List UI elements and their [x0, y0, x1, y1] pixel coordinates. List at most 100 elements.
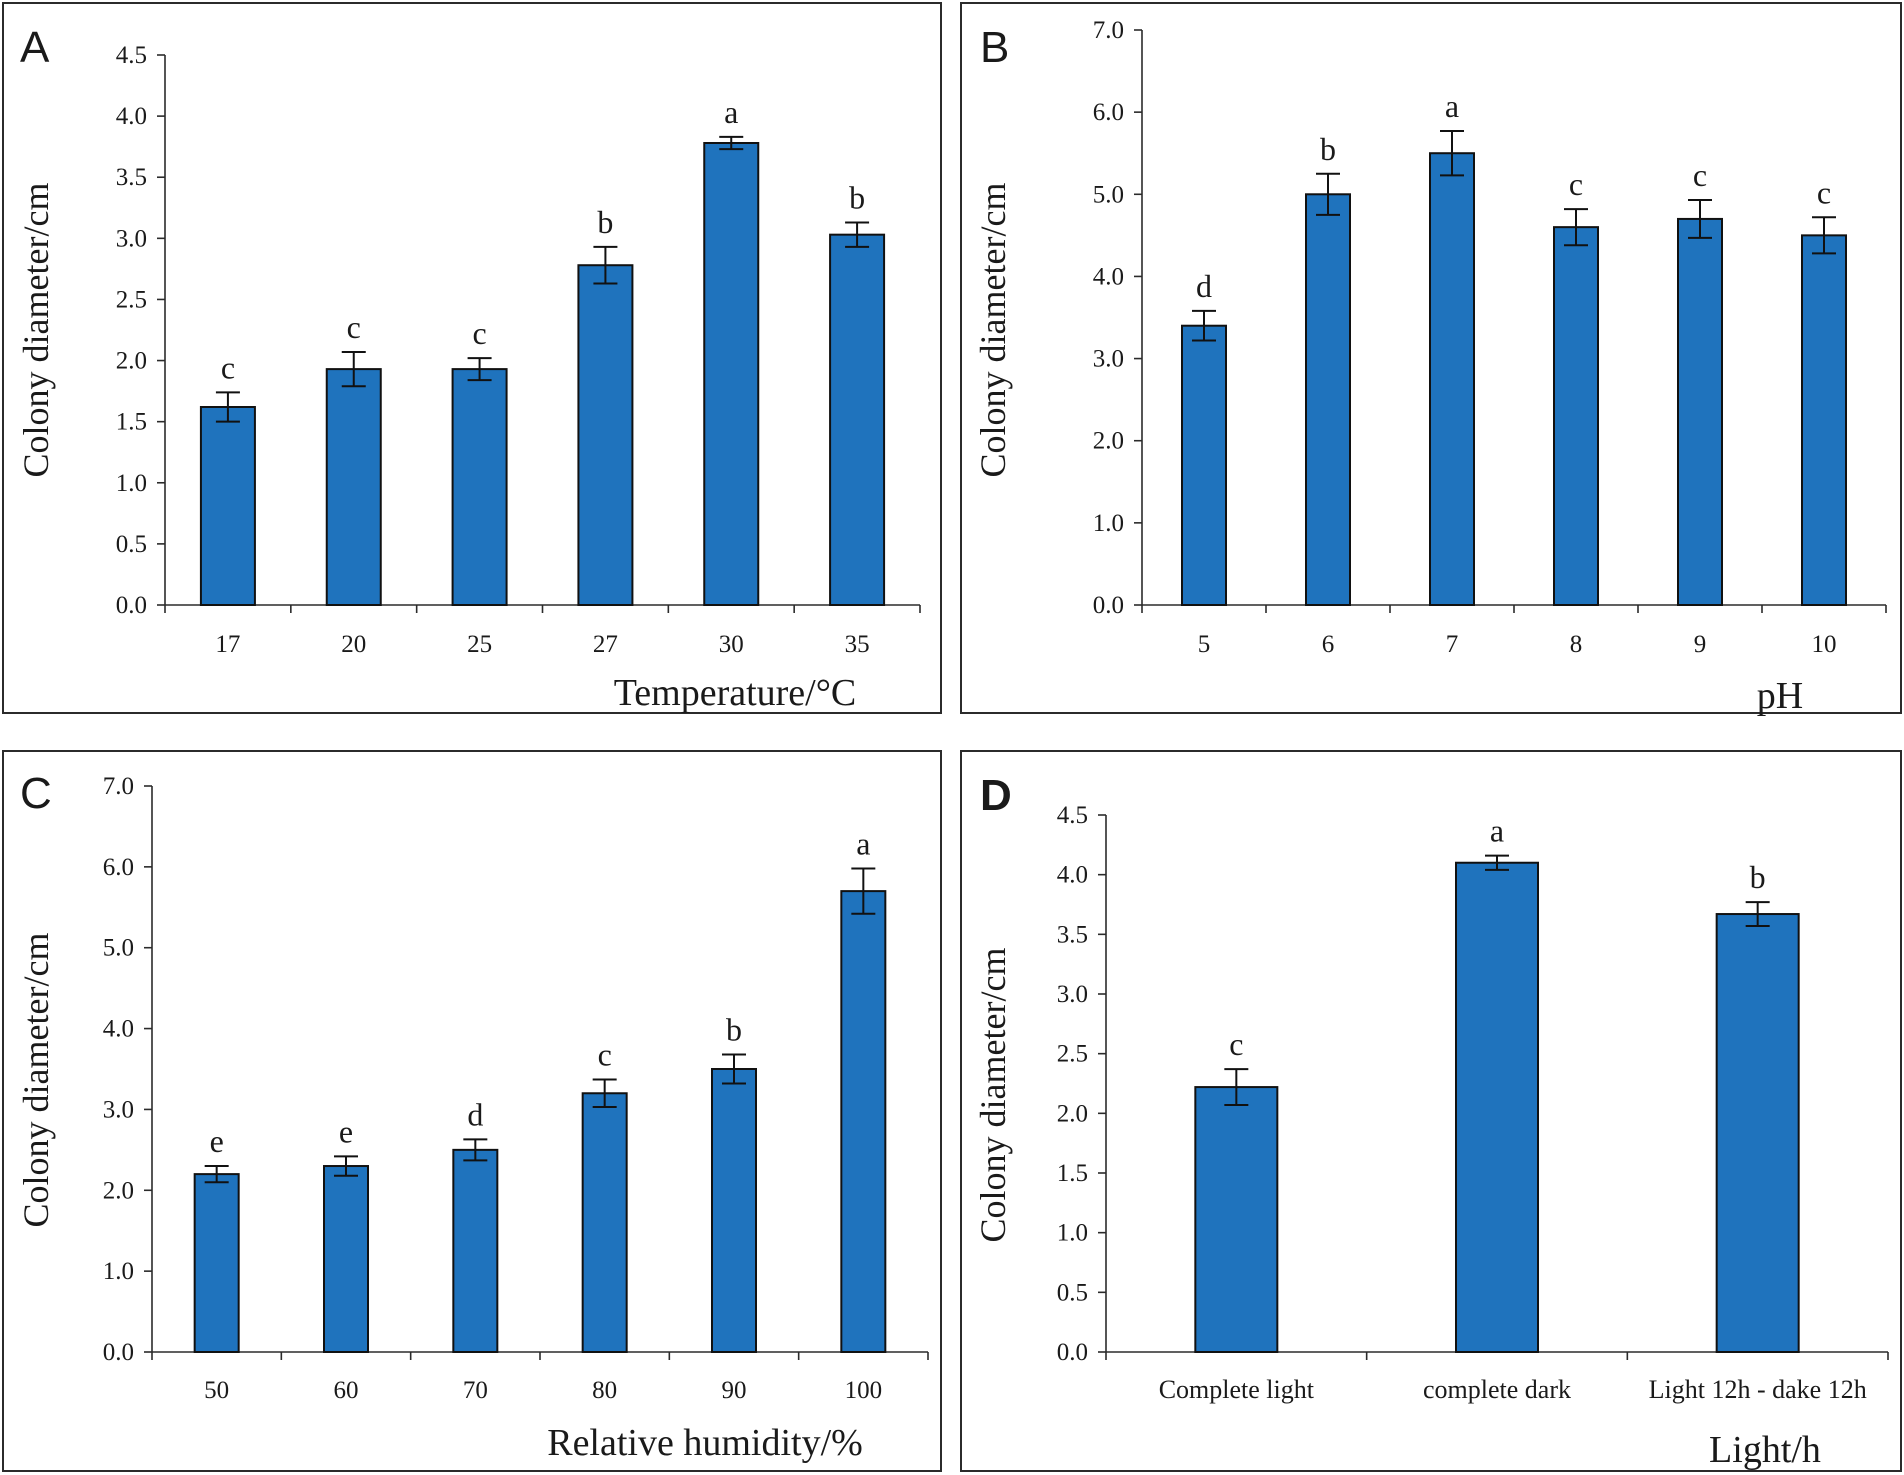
panel-c-y-tick-label: 7.0: [103, 773, 134, 800]
panel-b-bar: [1801, 234, 1847, 606]
panel-b-y-tick-label: 5.0: [1093, 181, 1124, 208]
panel-b-y-axis-title: Colony diameter/cm: [973, 183, 1013, 478]
panel-b-x-tick-label: 7: [1446, 631, 1459, 658]
panel-a-x-axis-title: Temperature/°C: [614, 672, 857, 714]
panel-a-significance-letter: c: [347, 309, 361, 345]
panel-b-y-tick-label: 0.0: [1093, 592, 1124, 619]
panel-a-y-tick-label: 0.5: [116, 531, 147, 558]
panel-a-y-tick-label: 4.5: [116, 42, 147, 69]
panel-b-x-tick-label: 10: [1812, 631, 1837, 658]
panel-d-y-tick-label: 2.0: [1057, 1100, 1088, 1127]
panel-b-bar: [1677, 217, 1723, 607]
panel-c-x-tick-label: 80: [592, 1377, 617, 1404]
panel-a-y-tick-label: 2.0: [116, 348, 147, 375]
panel-c-x-axis-title: Relative humidity/%: [547, 1422, 863, 1464]
panel-a-bar: [451, 368, 508, 606]
panel-b-significance-letter: c: [1569, 166, 1583, 202]
panel-d-y-tick-label: 2.5: [1057, 1041, 1088, 1068]
panel-b-y-tick-label: 3.0: [1093, 346, 1124, 373]
panel-b-significance-letter: c: [1693, 157, 1707, 193]
panel-a-x-tick-label: 30: [719, 631, 744, 658]
panel-c-significance-letter: e: [210, 1123, 224, 1159]
panel-a-y-tick-label: 2.5: [116, 286, 147, 313]
panel-d-y-tick-label: 1.0: [1057, 1220, 1088, 1247]
panel-d-x-tick-label: Complete light: [1159, 1375, 1315, 1404]
panel-b-bar: [1305, 193, 1351, 607]
panel-b-x-tick-label: 5: [1198, 631, 1211, 658]
panel-a-x-tick-label: 27: [593, 631, 618, 658]
panel-c-y-axis-title: Colony diameter/cm: [16, 933, 56, 1228]
panel-c-frame: [2, 750, 942, 1472]
panel-a-x-tick-label: 17: [215, 631, 240, 658]
panel-a-y-axis-title: Colony diameter/cm: [16, 183, 56, 478]
panel-d-y-tick-label: 0.5: [1057, 1279, 1088, 1306]
panel-a-bar: [703, 142, 760, 606]
panel-d-y-tick-label: 3.0: [1057, 981, 1088, 1008]
panel-c-significance-letter: b: [726, 1011, 742, 1047]
panel-a-x-tick-label: 20: [341, 631, 366, 658]
panel-a-bar: [325, 368, 382, 606]
panel-a-y-tick-label: 4.0: [116, 103, 147, 130]
panel-c-significance-letter: d: [467, 1096, 483, 1132]
panel-d-frame: [960, 750, 1902, 1472]
panel-a-y-tick-label: 1.5: [116, 409, 147, 436]
panel-a-label: A: [20, 23, 50, 72]
panel-b-y-tick-label: 4.0: [1093, 263, 1124, 290]
panel-d-significance-letter: a: [1490, 813, 1504, 849]
panel-b-x-axis-title: pH: [1757, 675, 1803, 717]
panel-b-label: B: [980, 23, 1009, 72]
panel-c-y-tick-label: 2.0: [103, 1177, 134, 1204]
panel-b-significance-letter: a: [1445, 88, 1459, 124]
panel-c-x-tick-label: 70: [463, 1377, 488, 1404]
panel-c-label: C: [20, 769, 52, 818]
panel-b-y-tick-label: 1.0: [1093, 510, 1124, 537]
panel-b-x-tick-label: 6: [1322, 631, 1335, 658]
panel-c-bar: [581, 1092, 628, 1354]
panel-c-bar: [193, 1173, 240, 1353]
panel-d-x-tick-label: Light 12h - dake 12h: [1649, 1375, 1867, 1404]
panel-c-bar: [711, 1068, 757, 1353]
panel-d-y-tick-label: 1.5: [1057, 1160, 1088, 1187]
panel-b-bar: [1429, 152, 1475, 606]
panel-d-y-axis-title: Colony diameter/cm: [973, 948, 1013, 1243]
panel-a-frame: [2, 2, 942, 714]
panel-d-label: D: [980, 771, 1012, 820]
panel-d-y-tick-label: 0.0: [1057, 1339, 1088, 1366]
panel-c-significance-letter: e: [339, 1113, 353, 1149]
panel-a-y-tick-label: 0.0: [116, 592, 147, 619]
panel-d-bar: [1194, 1086, 1279, 1353]
panel-c-y-tick-label: 4.0: [103, 1016, 134, 1043]
panel-d-significance-letter: c: [1229, 1026, 1243, 1062]
panel-d-x-tick-label: complete dark: [1423, 1375, 1571, 1404]
panel-a-bar: [829, 233, 886, 607]
panel-d-x-axis-title: Light/h: [1709, 1429, 1821, 1471]
panel-a-bar: [577, 264, 634, 606]
panel-b-significance-letter: c: [1817, 174, 1831, 210]
panel-a-x-tick-label: 25: [467, 631, 492, 658]
panel-c-significance-letter: c: [598, 1037, 612, 1073]
panel-d-y-tick-label: 4.0: [1057, 862, 1088, 889]
panel-b-x-tick-label: 8: [1570, 631, 1583, 658]
panel-c-y-tick-label: 6.0: [103, 854, 134, 881]
panel-b-significance-letter: b: [1320, 131, 1336, 167]
panel-c-bar: [323, 1165, 369, 1353]
panel-a-significance-letter: a: [724, 94, 738, 130]
panel-b-y-tick-label: 6.0: [1093, 99, 1124, 126]
panel-a-significance-letter: b: [849, 179, 865, 215]
panel-d-significance-letter: b: [1750, 859, 1766, 895]
panel-c-y-tick-label: 3.0: [103, 1096, 134, 1123]
panel-c-bar: [452, 1148, 499, 1354]
panel-b-x-tick-label: 9: [1694, 631, 1707, 658]
panel-c-y-tick-label: 1.0: [103, 1258, 134, 1285]
panel-b-frame: [960, 2, 1902, 714]
panel-a-bar: [199, 406, 256, 606]
panel-c-x-tick-label: 90: [722, 1377, 747, 1404]
panel-c-y-tick-label: 0.0: [103, 1339, 134, 1366]
panel-b-bar: [1181, 324, 1227, 606]
panel-a-significance-letter: c: [221, 349, 235, 385]
panel-a-y-tick-label: 1.0: [116, 470, 147, 497]
panel-c-x-tick-label: 50: [204, 1377, 229, 1404]
panel-c-x-tick-label: 100: [845, 1377, 883, 1404]
panel-b-bar: [1553, 226, 1599, 606]
